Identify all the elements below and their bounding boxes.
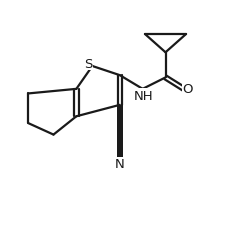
- Text: NH: NH: [134, 89, 154, 102]
- Text: O: O: [183, 83, 193, 96]
- Text: S: S: [84, 57, 92, 71]
- Text: N: N: [115, 158, 125, 171]
